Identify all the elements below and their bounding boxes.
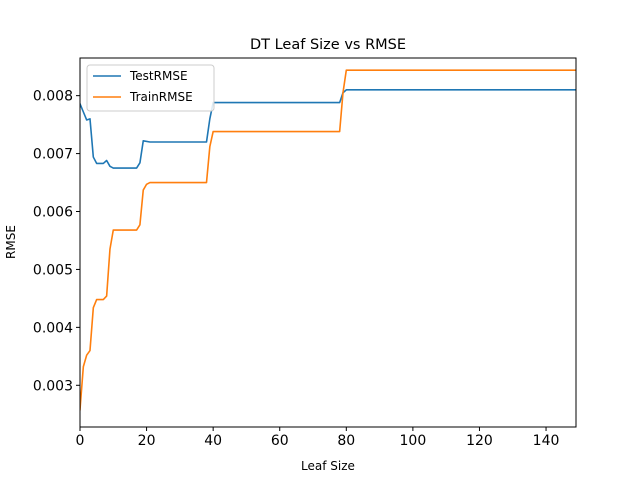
x-tick-label: 80 — [337, 433, 355, 449]
x-axis-label: Leaf Size — [301, 459, 355, 473]
x-tick-label: 0 — [76, 433, 85, 449]
x-tick-label: 20 — [138, 433, 156, 449]
x-tick-label: 120 — [466, 433, 493, 449]
y-axis-label: RMSE — [4, 225, 18, 259]
y-tick-label: 0.004 — [33, 320, 73, 336]
x-tick-label: 100 — [400, 433, 427, 449]
y-tick-label: 0.007 — [33, 147, 73, 163]
y-tick-label: 0.003 — [33, 378, 73, 394]
series-layer — [80, 69, 576, 411]
y-tick-label: 0.006 — [33, 205, 73, 221]
x-tick-label: 40 — [204, 433, 222, 449]
x-axis: 0 20 40 60 80 100 120 140 — [76, 427, 560, 449]
y-tick-label: 0.005 — [33, 262, 73, 278]
plot-frame — [79, 57, 577, 428]
legend-label-trainrmse: TrainRMSE — [129, 90, 193, 104]
series-line-testrmse — [80, 89, 576, 169]
x-tick-label: 140 — [533, 433, 560, 449]
y-axis: 0.003 0.004 0.005 0.006 0.007 0.008 — [33, 89, 80, 394]
x-tick-label: 60 — [271, 433, 289, 449]
legend: TestRMSE TrainRMSE — [86, 64, 215, 112]
legend-label-testrmse: TestRMSE — [129, 69, 188, 83]
chart-title: DT Leaf Size vs RMSE — [250, 37, 406, 53]
series-line-trainrmse — [80, 69, 576, 411]
y-tick-label: 0.008 — [33, 89, 73, 105]
